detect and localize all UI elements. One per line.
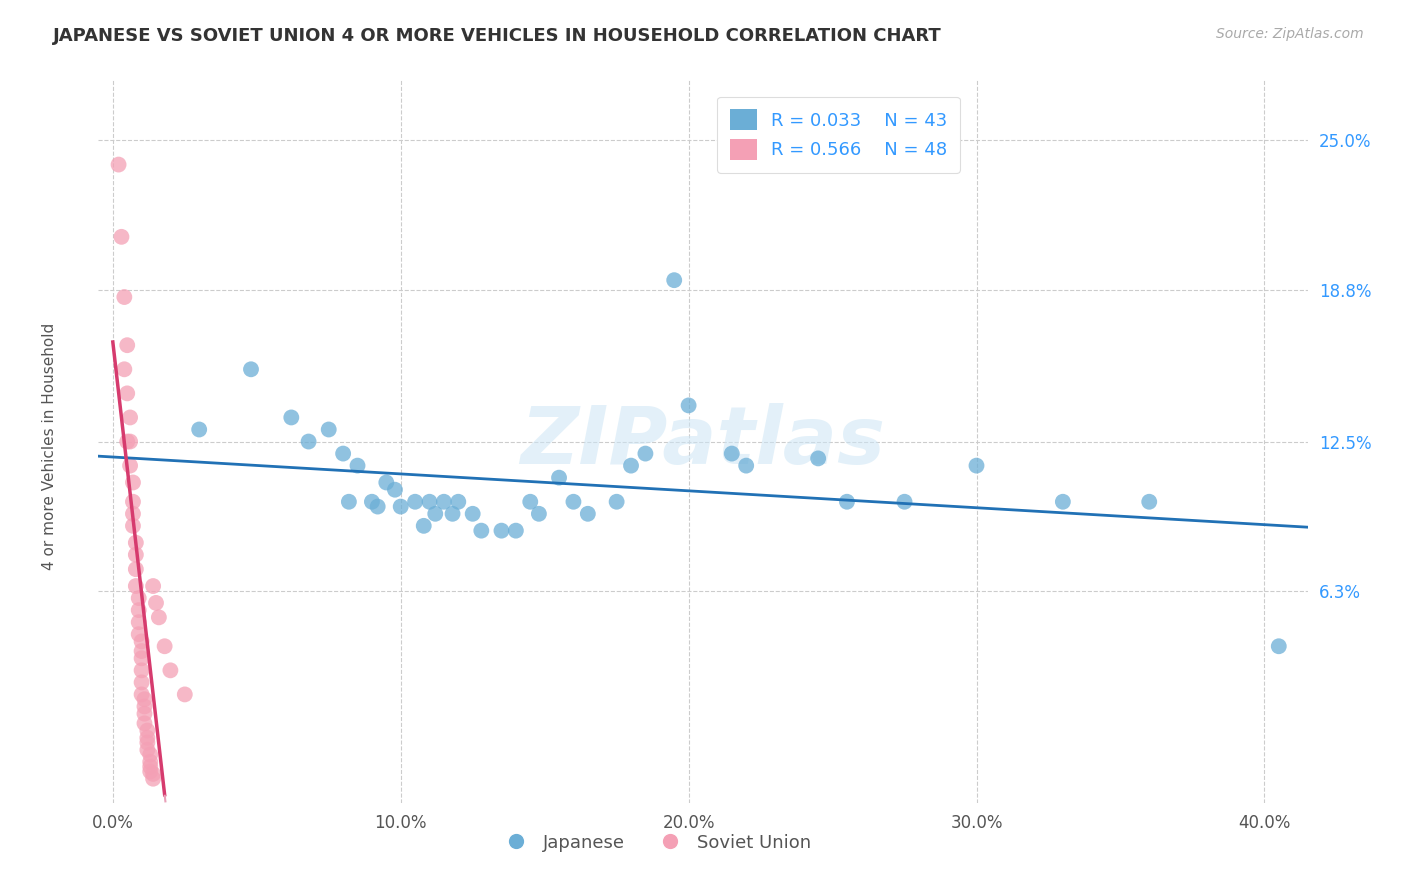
Point	[678, 398, 700, 412]
Point	[620, 458, 643, 473]
Point	[337, 494, 360, 508]
Point	[122, 519, 145, 533]
Point	[1137, 494, 1160, 508]
Point	[142, 767, 165, 781]
Text: JAPANESE VS SOVIET UNION 4 OR MORE VEHICLES IN HOUSEHOLD CORRELATION CHART: JAPANESE VS SOVIET UNION 4 OR MORE VEHIC…	[53, 27, 942, 45]
Point	[173, 687, 195, 701]
Point	[966, 458, 988, 473]
Point	[505, 524, 527, 538]
Point	[128, 627, 150, 641]
Point	[367, 500, 389, 514]
Point	[240, 362, 263, 376]
Point	[384, 483, 406, 497]
Point	[122, 507, 145, 521]
Point	[139, 760, 162, 774]
Point	[122, 494, 145, 508]
Point	[332, 447, 354, 461]
Point	[112, 362, 135, 376]
Point	[153, 639, 176, 653]
Text: ZIPatlas: ZIPatlas	[520, 402, 886, 481]
Point	[115, 386, 138, 401]
Point	[404, 494, 426, 508]
Point	[346, 458, 368, 473]
Point	[412, 519, 434, 533]
Point	[145, 596, 167, 610]
Point	[131, 651, 153, 665]
Point	[136, 731, 159, 745]
Point	[148, 610, 170, 624]
Point	[375, 475, 398, 490]
Point	[461, 507, 484, 521]
Point	[139, 764, 162, 779]
Point	[128, 603, 150, 617]
Point	[562, 494, 585, 508]
Point	[112, 290, 135, 304]
Point	[425, 507, 447, 521]
Point	[188, 423, 211, 437]
Point	[1052, 494, 1074, 508]
Point	[893, 494, 915, 508]
Point	[389, 500, 412, 514]
Point	[131, 644, 153, 658]
Text: Source: ZipAtlas.com: Source: ZipAtlas.com	[1216, 27, 1364, 41]
Legend: Japanese, Soviet Union: Japanese, Soviet Union	[491, 826, 818, 859]
Point	[131, 675, 153, 690]
Point	[720, 447, 742, 461]
Point	[136, 723, 159, 738]
Point	[125, 548, 148, 562]
Point	[115, 434, 138, 449]
Point	[122, 475, 145, 490]
Point	[120, 434, 142, 449]
Point	[125, 535, 148, 549]
Point	[134, 716, 156, 731]
Point	[1268, 639, 1291, 653]
Point	[634, 447, 657, 461]
Point	[136, 743, 159, 757]
Point	[131, 687, 153, 701]
Point	[606, 494, 628, 508]
Point	[527, 507, 550, 521]
Point	[548, 471, 571, 485]
Point	[297, 434, 319, 449]
Point	[418, 494, 440, 508]
Point	[131, 664, 153, 678]
Point	[115, 338, 138, 352]
Point	[470, 524, 492, 538]
Point	[142, 772, 165, 786]
Point	[139, 747, 162, 762]
Point	[134, 706, 156, 721]
Point	[139, 755, 162, 769]
Point	[735, 458, 758, 473]
Point	[125, 579, 148, 593]
Point	[441, 507, 464, 521]
Point	[519, 494, 541, 508]
Point	[120, 410, 142, 425]
Point	[120, 458, 142, 473]
Point	[491, 524, 513, 538]
Point	[128, 615, 150, 630]
Point	[576, 507, 599, 521]
Point	[134, 699, 156, 714]
Point	[280, 410, 302, 425]
Point	[664, 273, 686, 287]
Point	[107, 158, 129, 172]
Point	[807, 451, 830, 466]
Point	[835, 494, 858, 508]
Point	[125, 562, 148, 576]
Point	[134, 692, 156, 706]
Point	[433, 494, 456, 508]
Point	[110, 230, 132, 244]
Point	[142, 579, 165, 593]
Point	[318, 423, 340, 437]
Point	[128, 591, 150, 606]
Point	[447, 494, 470, 508]
Text: 4 or more Vehicles in Household: 4 or more Vehicles in Household	[42, 322, 56, 570]
Point	[131, 634, 153, 648]
Point	[159, 664, 181, 678]
Point	[361, 494, 384, 508]
Point	[136, 735, 159, 749]
